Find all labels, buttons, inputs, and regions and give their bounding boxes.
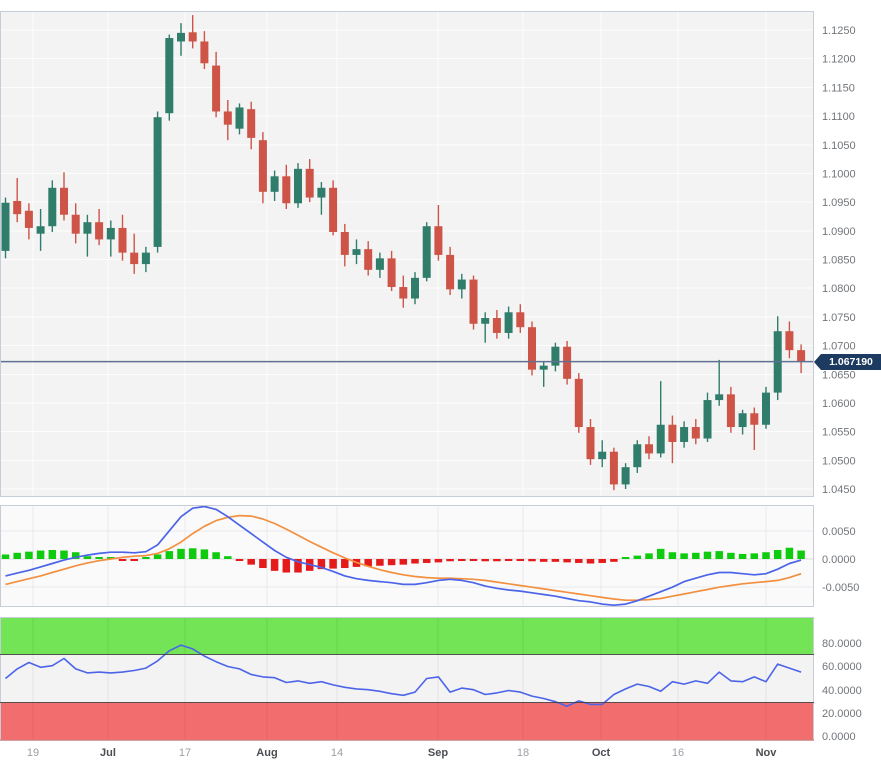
svg-text:1.1100: 1.1100 — [822, 111, 855, 123]
svg-text:0.0000: 0.0000 — [822, 554, 856, 566]
current-price-value: 1.067190 — [829, 356, 873, 368]
svg-text:Nov: Nov — [756, 747, 778, 759]
svg-text:1.1150: 1.1150 — [822, 82, 855, 94]
stochastic-bands — [0, 617, 814, 740]
current-price-tag: 1.067190 — [814, 354, 881, 370]
svg-text:80.0000: 80.0000 — [822, 638, 862, 650]
svg-text:Oct: Oct — [592, 747, 611, 759]
svg-text:1.1200: 1.1200 — [822, 54, 856, 66]
svg-text:1.0700: 1.0700 — [822, 341, 856, 353]
axis-labels: 1.1250 1.1200 1.1150 1.1100 1.1050 1.1000 1.09… — [27, 25, 862, 759]
macd-series[interactable] — [1, 505, 805, 607]
svg-text:60.0000: 60.0000 — [822, 661, 862, 673]
svg-text:20.0000: 20.0000 — [822, 708, 862, 720]
svg-text:1.0950: 1.0950 — [822, 197, 856, 209]
candlestick-series[interactable] — [1, 15, 806, 491]
svg-text:14: 14 — [331, 747, 343, 759]
svg-text:1.0800: 1.0800 — [822, 283, 856, 295]
svg-text:17: 17 — [179, 747, 191, 759]
svg-text:16: 16 — [672, 747, 684, 759]
svg-text:1.1250: 1.1250 — [822, 25, 856, 37]
svg-text:0.0000: 0.0000 — [822, 731, 856, 743]
svg-text:1.0550: 1.0550 — [822, 427, 856, 439]
svg-text:1.0500: 1.0500 — [822, 455, 856, 467]
svg-text:Aug: Aug — [256, 747, 277, 759]
svg-text:1.0850: 1.0850 — [822, 255, 856, 267]
svg-text:1.0600: 1.0600 — [822, 398, 856, 410]
svg-text:1.1000: 1.1000 — [822, 168, 856, 180]
svg-text:1.1050: 1.1050 — [822, 140, 856, 152]
svg-text:1.0900: 1.0900 — [822, 226, 856, 238]
stochastic-series[interactable] — [4, 644, 802, 708]
svg-text:18: 18 — [517, 747, 529, 759]
svg-text:19: 19 — [27, 747, 39, 759]
svg-text:1.0650: 1.0650 — [822, 369, 856, 381]
svg-text:1.0450: 1.0450 — [822, 484, 856, 496]
svg-text:0.0050: 0.0050 — [822, 526, 856, 538]
svg-text:-0.0050: -0.0050 — [822, 582, 859, 594]
panel-borders — [0, 11, 814, 741]
svg-text:40.0000: 40.0000 — [822, 685, 862, 697]
svg-text:1.0750: 1.0750 — [822, 312, 856, 324]
svg-text:Sep: Sep — [428, 747, 448, 759]
svg-text:Jul: Jul — [100, 747, 116, 759]
